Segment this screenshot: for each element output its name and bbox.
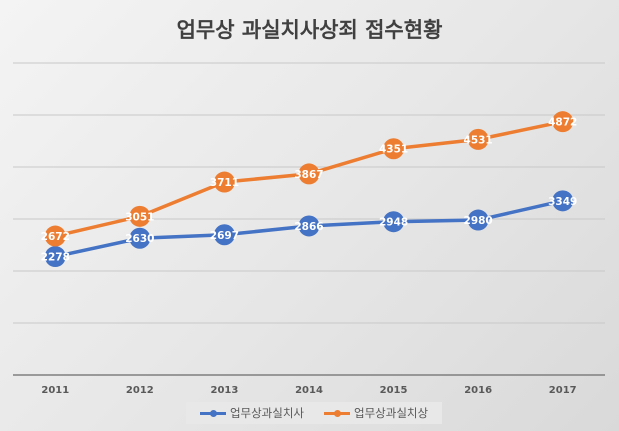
data-point bbox=[44, 225, 66, 247]
data-label: 2672 bbox=[41, 231, 70, 243]
chart-title: 업무상 과실치사상죄 접수현황 bbox=[176, 18, 443, 42]
line-chart: 2011 2012 2013 2014 2015 2016 2017 2278 2630 2697… bbox=[13, 62, 605, 396]
data-point bbox=[129, 205, 151, 227]
data-label: 3711 bbox=[210, 177, 239, 189]
data-point bbox=[552, 111, 574, 133]
data-point bbox=[552, 190, 574, 212]
legend: 업무상과실치사 업무상과실치상 bbox=[186, 402, 442, 424]
data-point bbox=[44, 246, 66, 268]
x-tick-label: 2013 bbox=[211, 385, 239, 396]
data-point bbox=[298, 215, 320, 237]
data-label: 2948 bbox=[379, 217, 408, 229]
data-label: 4872 bbox=[548, 117, 577, 129]
x-tick-label: 2017 bbox=[549, 385, 577, 396]
legend-item-1: 업무상과실치상 bbox=[324, 405, 428, 421]
data-point bbox=[129, 227, 151, 249]
data-label: 3051 bbox=[125, 211, 154, 223]
legend-swatch-1 bbox=[324, 409, 350, 417]
legend-swatch-0 bbox=[199, 409, 226, 417]
x-tick-label: 2011 bbox=[41, 385, 69, 396]
data-label: 2866 bbox=[294, 221, 323, 233]
data-label: 2980 bbox=[464, 215, 493, 227]
data-label: 4351 bbox=[379, 144, 408, 156]
x-tick-label: 2016 bbox=[464, 385, 492, 396]
legend-label-0: 업무상과실치사 bbox=[229, 406, 304, 420]
data-label: 4531 bbox=[464, 134, 493, 146]
data-point bbox=[383, 138, 405, 160]
data-point bbox=[467, 209, 489, 231]
data-label: 2630 bbox=[125, 233, 154, 245]
data-point bbox=[467, 128, 489, 150]
legend-item-0: 업무상과실치사 bbox=[199, 405, 304, 421]
data-label: 3349 bbox=[548, 196, 577, 208]
x-tick-label: 2014 bbox=[295, 385, 323, 396]
data-label: 2278 bbox=[41, 252, 70, 264]
data-label: 2697 bbox=[210, 230, 239, 242]
x-tick-label: 2012 bbox=[126, 385, 154, 396]
legend-label-1: 업무상과실치상 bbox=[354, 406, 429, 420]
data-point bbox=[213, 171, 235, 193]
data-point bbox=[213, 224, 235, 246]
data-point bbox=[298, 163, 320, 185]
data-point bbox=[383, 211, 405, 233]
x-tick-label: 2015 bbox=[380, 385, 408, 396]
data-label: 3867 bbox=[294, 169, 323, 181]
